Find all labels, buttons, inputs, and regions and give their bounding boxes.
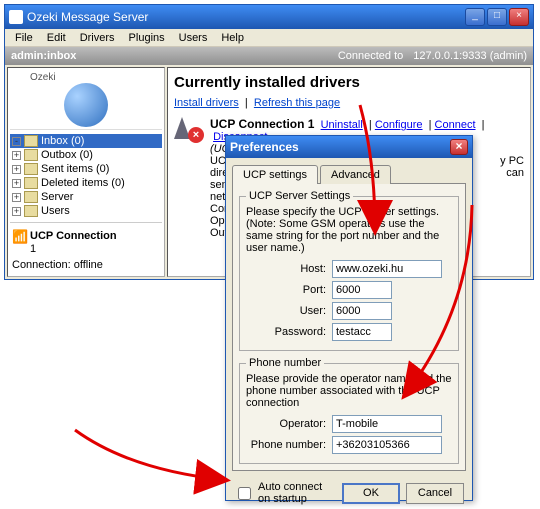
link-uninstall[interactable]: Uninstall (321, 119, 363, 131)
help-server: Please specify the UCP server settings. … (246, 206, 452, 254)
tree-outbox[interactable]: +Outbox (0) (10, 148, 162, 162)
status-right-label: Connected to (338, 50, 403, 62)
folder-icon (24, 149, 38, 161)
connection-panel: 📶 UCP Connection 1 Connection: offline (10, 227, 162, 273)
dialog-titlebar: Preferences × (226, 136, 472, 158)
globe-icon (64, 83, 108, 127)
minimize-button[interactable]: _ (465, 8, 485, 26)
dialog-footer: Auto connect on startup OK Cancel (226, 477, 472, 509)
brand-label: Ozeki (30, 72, 56, 83)
tab-ucp-settings[interactable]: UCP settings (232, 165, 318, 184)
folder-icon (24, 205, 38, 217)
menu-drivers[interactable]: Drivers (74, 30, 121, 46)
app-icon (9, 10, 23, 24)
cancel-button[interactable]: Cancel (406, 483, 464, 504)
window-buttons: _ □ × (465, 8, 529, 26)
tree-deleted[interactable]: +Deleted items (0) (10, 176, 162, 190)
help-phone: Please provide the operator name and the… (246, 373, 452, 409)
connection-status: Connection: offline (12, 259, 160, 271)
link-install[interactable]: Install drivers (174, 97, 239, 109)
tabstrip: UCP settings Advanced (232, 164, 466, 183)
label-host: Host: (246, 263, 332, 275)
tree-sent[interactable]: +Sent items (0) (10, 162, 162, 176)
error-badge-icon: × (188, 127, 204, 143)
tree-server[interactable]: +Server (10, 190, 162, 204)
label-operator: Operator: (246, 418, 332, 430)
ok-button[interactable]: OK (342, 483, 400, 504)
input-password[interactable] (332, 323, 392, 341)
label-password: Password: (246, 326, 332, 338)
window-title: Ozeki Message Server (27, 10, 465, 24)
tree-inbox[interactable]: -Inbox (0) (10, 134, 162, 148)
dialog-close-button[interactable]: × (450, 139, 468, 155)
antenna-icon: 📶 (12, 229, 26, 243)
menu-file[interactable]: File (9, 30, 39, 46)
legend-server: UCP Server Settings (246, 190, 353, 202)
tabpane: UCP Server Settings Please specify the U… (232, 183, 466, 471)
input-port[interactable] (332, 281, 392, 299)
input-host[interactable] (332, 260, 442, 278)
link-configure[interactable]: Configure (375, 119, 423, 131)
folder-icon (24, 191, 38, 203)
connection-title: UCP Connection (30, 230, 117, 242)
sidebar: Ozeki -Inbox (0) +Outbox (0) +Sent items… (7, 67, 165, 277)
preferences-dialog: Preferences × UCP settings Advanced UCP … (225, 135, 473, 501)
folder-tree: -Inbox (0) +Outbox (0) +Sent items (0) +… (10, 134, 162, 218)
input-user[interactable] (332, 302, 392, 320)
menu-users[interactable]: Users (173, 30, 214, 46)
status-right-value: 127.0.0.1:9333 (admin) (413, 50, 527, 62)
menu-plugins[interactable]: Plugins (123, 30, 171, 46)
group-server: UCP Server Settings Please specify the U… (239, 190, 459, 351)
group-phone: Phone number Please provide the operator… (239, 357, 459, 464)
driver-icon: × (174, 117, 204, 239)
connection-sub: 1 (30, 243, 160, 255)
logo-area: Ozeki (10, 70, 162, 130)
status-left: admin:inbox (11, 50, 338, 62)
titlebar: Ozeki Message Server _ □ × (5, 5, 533, 29)
driver-tail: y PC can (484, 155, 524, 239)
dialog-title: Preferences (230, 140, 450, 154)
menubar: File Edit Drivers Plugins Users Help (5, 29, 533, 47)
label-phone: Phone number: (246, 439, 332, 451)
menu-help[interactable]: Help (215, 30, 250, 46)
label-auto-connect: Auto connect on startup (258, 481, 336, 505)
input-phone[interactable] (332, 436, 442, 454)
driver-name: UCP Connection 1 (210, 117, 314, 131)
statusbar: admin:inbox Connected to 127.0.0.1:9333 … (5, 47, 533, 65)
tab-advanced[interactable]: Advanced (320, 165, 391, 184)
link-refresh[interactable]: Refresh this page (254, 97, 340, 109)
maximize-button[interactable]: □ (487, 8, 507, 26)
close-button[interactable]: × (509, 8, 529, 26)
input-operator[interactable] (332, 415, 442, 433)
checkbox-auto-connect[interactable] (238, 487, 251, 500)
folder-icon (24, 177, 38, 189)
label-port: Port: (246, 284, 332, 296)
folder-icon (24, 163, 38, 175)
legend-phone: Phone number (246, 357, 324, 369)
folder-icon (24, 135, 38, 147)
page-title: Currently installed drivers (174, 74, 524, 91)
label-user: User: (246, 305, 332, 317)
menu-edit[interactable]: Edit (41, 30, 72, 46)
link-connect[interactable]: Connect (435, 119, 476, 131)
tree-users[interactable]: +Users (10, 204, 162, 218)
